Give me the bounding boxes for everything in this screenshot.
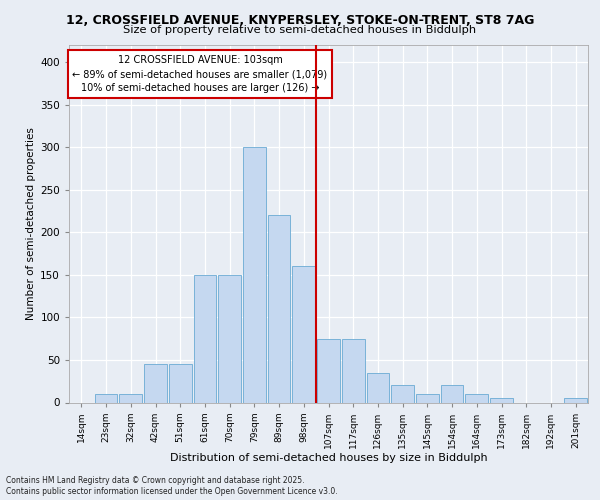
Bar — [317, 338, 340, 402]
Text: Size of property relative to semi-detached houses in Biddulph: Size of property relative to semi-detach… — [124, 25, 476, 35]
Bar — [144, 364, 167, 403]
Bar — [466, 394, 488, 402]
Bar — [243, 147, 266, 403]
Bar — [416, 394, 439, 402]
Bar — [367, 372, 389, 402]
X-axis label: Distribution of semi-detached houses by size in Biddulph: Distribution of semi-detached houses by … — [170, 454, 487, 464]
Bar — [564, 398, 587, 402]
Bar — [292, 266, 315, 402]
Text: 12, CROSSFIELD AVENUE, KNYPERSLEY, STOKE-ON-TRENT, ST8 7AG: 12, CROSSFIELD AVENUE, KNYPERSLEY, STOKE… — [66, 14, 534, 27]
Bar — [194, 275, 216, 402]
Text: 12 CROSSFIELD AVENUE: 103sqm
← 89% of semi-detached houses are smaller (1,079)
1: 12 CROSSFIELD AVENUE: 103sqm ← 89% of se… — [73, 55, 328, 93]
Bar — [119, 394, 142, 402]
Bar — [95, 394, 118, 402]
Bar — [441, 386, 463, 402]
Bar — [268, 215, 290, 402]
Text: Contains public sector information licensed under the Open Government Licence v3: Contains public sector information licen… — [6, 487, 338, 496]
Bar — [218, 275, 241, 402]
Text: Contains HM Land Registry data © Crown copyright and database right 2025.: Contains HM Land Registry data © Crown c… — [6, 476, 305, 485]
Bar — [490, 398, 513, 402]
Bar — [169, 364, 191, 403]
Bar — [342, 338, 365, 402]
Bar — [391, 386, 414, 402]
Y-axis label: Number of semi-detached properties: Number of semi-detached properties — [26, 128, 36, 320]
